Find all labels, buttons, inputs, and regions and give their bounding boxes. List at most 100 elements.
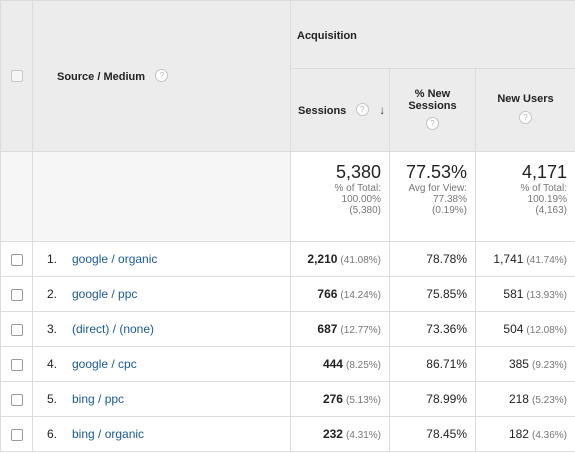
row-new-users: 504 <box>503 322 524 336</box>
row-sessions-cell: 232 (4.31%) <box>290 416 390 452</box>
source-medium-link[interactable]: bing / organic <box>72 427 145 441</box>
table-row: 2. google / ppc 766 (14.24%) 75.85% 581 (13… <box>0 276 575 312</box>
totals-row: 5,380 % of Total: 100.00% (5,380) 77.53%… <box>0 151 575 242</box>
acquisition-label: Acquisition <box>297 29 357 42</box>
total-new-users-value: 4,171 <box>521 162 567 182</box>
row-new-users-pct: (5.23%) <box>531 395 567 406</box>
row-dimension-cell: 5. bing / ppc <box>32 381 291 417</box>
row-sessions-pct: (41.08%) <box>340 255 381 266</box>
total-sessions-value: 5,380 <box>335 162 381 182</box>
row-new-users-cell: 182 (4.36%) <box>475 416 575 452</box>
new-users-header[interactable]: New Users ? <box>475 68 575 152</box>
row-new-users-cell: 581 (13.93%) <box>475 276 575 312</box>
total-new-sessions-diff: (0.19%) <box>431 205 467 216</box>
row-dimension-cell: 2. google / ppc <box>32 276 291 312</box>
new-sessions-header[interactable]: % New Sessions ? <box>389 68 476 152</box>
row-checkbox[interactable] <box>10 358 23 371</box>
row-new-users: 182 <box>508 427 529 441</box>
row-checkbox-cell <box>0 311 33 347</box>
row-sessions-cell: 276 (5.13%) <box>290 381 390 417</box>
row-new-users-cell: 1,741 (41.74%) <box>475 241 575 277</box>
header-row-metrics: Sessions ? ↓ % New Sessions ? New Users … <box>1 68 575 152</box>
totals-new-users: 4,171 % of Total: 100.19% (4,163) <box>475 151 575 242</box>
row-new-users-pct: (4.36%) <box>531 430 567 441</box>
row-new-users-cell: 385 (9.23%) <box>475 346 575 382</box>
row-new-users-cell: 504 (12.08%) <box>475 311 575 347</box>
acquisition-group-header: Acquisition <box>290 0 575 69</box>
total-sessions-percent: 100.00% <box>341 194 381 205</box>
total-new-users-caption: % of Total: <box>520 183 567 194</box>
row-new-users: 581 <box>503 287 524 301</box>
row-new-sessions: 73.36% <box>426 322 467 336</box>
row-new-sessions-cell: 75.85% <box>389 276 476 312</box>
row-sessions-pct: (5.13%) <box>345 395 381 406</box>
source-medium-link[interactable]: google / ppc <box>72 287 138 301</box>
row-sessions: 232 <box>322 427 343 441</box>
source-medium-link[interactable]: bing / ppc <box>72 392 125 406</box>
row-sessions-cell: 2,210 (41.08%) <box>290 241 390 277</box>
row-sessions-cell: 444 (8.25%) <box>290 346 390 382</box>
total-new-sessions-caption: Avg for View: <box>408 183 467 194</box>
row-index: 1. <box>47 252 58 266</box>
table-row: 4. google / cpc 444 (8.25%) 86.71% 385 (9.2… <box>0 346 575 382</box>
row-index: 6. <box>47 427 58 441</box>
row-index: 2. <box>47 287 58 301</box>
row-new-sessions-cell: 78.78% <box>389 241 476 277</box>
row-sessions: 2,210 <box>307 252 338 266</box>
help-icon[interactable]: ? <box>519 111 532 125</box>
new-sessions-label-line2: Sessions <box>408 99 457 112</box>
totals-dimension-cell <box>32 151 291 242</box>
total-new-users-percent: 100.19% <box>527 194 567 205</box>
row-dimension-cell: 4. google / cpc <box>32 346 291 382</box>
source-medium-link[interactable]: google / cpc <box>72 357 137 371</box>
row-new-sessions-cell: 78.45% <box>389 416 476 452</box>
row-new-sessions-cell: 73.36% <box>389 311 476 347</box>
row-new-users-pct: (13.93%) <box>526 290 567 301</box>
row-checkbox[interactable] <box>10 323 23 336</box>
row-checkbox[interactable] <box>10 288 23 301</box>
row-dimension-cell: 6. bing / organic <box>32 416 291 452</box>
source-medium-link[interactable]: google / organic <box>72 252 158 266</box>
row-sessions: 687 <box>317 322 338 336</box>
row-new-sessions: 78.78% <box>426 252 467 266</box>
new-sessions-label-line1: % New <box>414 87 451 100</box>
row-checkbox-cell <box>0 346 33 382</box>
dimension-header[interactable]: Source / Medium ? <box>32 0 291 152</box>
totals-sessions: 5,380 % of Total: 100.00% (5,380) <box>290 151 390 242</box>
row-sessions: 444 <box>322 357 343 371</box>
row-new-users: 385 <box>508 357 529 371</box>
row-dimension-cell: 1. google / organic <box>32 241 291 277</box>
row-sessions-pct: (12.77%) <box>340 325 381 336</box>
table-row: 3. (direct) / (none) 687 (12.77%) 73.36% 5… <box>0 311 575 347</box>
help-icon[interactable]: ? <box>426 116 439 130</box>
total-sessions-caption: % of Total: <box>334 183 381 194</box>
totals-checkbox-cell <box>0 151 33 242</box>
row-sessions: 766 <box>317 287 338 301</box>
sort-desc-icon[interactable]: ↓ <box>379 102 386 117</box>
sessions-header[interactable]: Sessions ? ↓ <box>290 68 390 152</box>
row-checkbox[interactable] <box>10 428 23 441</box>
row-checkbox[interactable] <box>10 393 23 406</box>
select-all-checkbox[interactable] <box>10 69 23 82</box>
row-checkbox-cell <box>0 416 33 452</box>
total-new-sessions-value: 77.53% <box>405 162 467 182</box>
row-new-users-pct: (41.74%) <box>526 255 567 266</box>
row-checkbox-cell <box>0 276 33 312</box>
total-sessions-count: (5,380) <box>349 205 381 216</box>
help-icon[interactable]: ? <box>155 69 169 83</box>
row-checkbox-cell <box>0 241 33 277</box>
row-sessions-cell: 687 (12.77%) <box>290 311 390 347</box>
table-row: 1. google / organic 2,210 (41.08%) 78.78% … <box>0 241 575 277</box>
row-index: 3. <box>47 322 58 336</box>
row-sessions-pct: (8.25%) <box>345 360 381 371</box>
row-sessions-cell: 766 (14.24%) <box>290 276 390 312</box>
table-row: 5. bing / ppc 276 (5.13%) 78.99% 218 (5.23%… <box>0 381 575 417</box>
row-new-sessions: 86.71% <box>426 357 467 371</box>
help-icon[interactable]: ? <box>355 103 369 117</box>
row-new-sessions: 78.45% <box>426 427 467 441</box>
row-sessions: 276 <box>322 392 343 406</box>
row-checkbox[interactable] <box>10 253 23 266</box>
total-new-users-count: (4,163) <box>535 205 567 216</box>
source-medium-link[interactable]: (direct) / (none) <box>72 322 155 336</box>
